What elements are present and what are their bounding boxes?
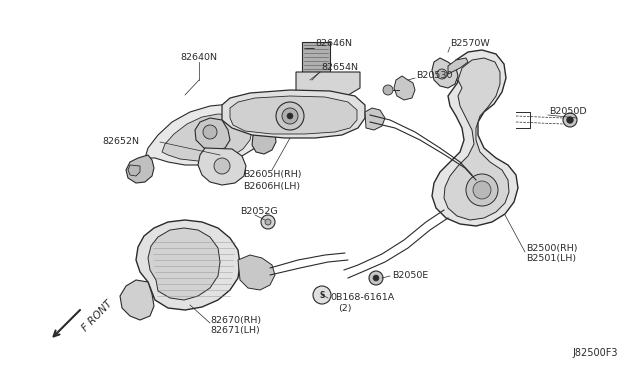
- Text: 82652N: 82652N: [102, 138, 139, 147]
- Text: 82640N: 82640N: [180, 54, 218, 62]
- Text: B2570W: B2570W: [450, 38, 490, 48]
- Polygon shape: [126, 155, 154, 183]
- Circle shape: [265, 219, 271, 225]
- Polygon shape: [148, 228, 220, 300]
- Polygon shape: [120, 280, 154, 320]
- Text: B2501(LH): B2501(LH): [526, 254, 576, 263]
- Polygon shape: [432, 58, 458, 88]
- Circle shape: [466, 174, 498, 206]
- Polygon shape: [394, 76, 415, 100]
- Text: B2605H(RH): B2605H(RH): [243, 170, 301, 180]
- Polygon shape: [444, 58, 509, 220]
- Circle shape: [214, 158, 230, 174]
- Circle shape: [473, 181, 491, 199]
- Text: B2050D: B2050D: [549, 108, 587, 116]
- Circle shape: [373, 275, 379, 281]
- Polygon shape: [365, 108, 385, 130]
- Text: S: S: [319, 291, 324, 299]
- Polygon shape: [195, 118, 230, 151]
- Circle shape: [567, 117, 573, 123]
- Polygon shape: [432, 50, 518, 226]
- Polygon shape: [448, 58, 468, 74]
- Text: B2052G: B2052G: [240, 208, 278, 217]
- Circle shape: [369, 271, 383, 285]
- Polygon shape: [222, 90, 365, 138]
- Circle shape: [383, 85, 393, 95]
- Circle shape: [276, 102, 304, 130]
- Circle shape: [287, 113, 293, 119]
- Polygon shape: [162, 114, 252, 161]
- Text: 0B168-6161A: 0B168-6161A: [330, 292, 394, 301]
- Polygon shape: [252, 128, 276, 154]
- Polygon shape: [230, 96, 357, 134]
- Text: 82670(RH): 82670(RH): [210, 315, 261, 324]
- Polygon shape: [238, 255, 275, 290]
- Text: B2606H(LH): B2606H(LH): [243, 182, 301, 190]
- Polygon shape: [128, 165, 140, 176]
- Polygon shape: [296, 72, 360, 100]
- Text: B20530: B20530: [416, 71, 452, 80]
- Circle shape: [203, 125, 217, 139]
- Circle shape: [313, 286, 331, 304]
- Text: F RONT: F RONT: [80, 299, 114, 333]
- Text: 82671(LH): 82671(LH): [210, 327, 260, 336]
- Text: B2050E: B2050E: [392, 270, 428, 279]
- Text: J82500F3: J82500F3: [573, 348, 618, 358]
- Circle shape: [437, 69, 447, 79]
- Text: 82654N: 82654N: [321, 64, 358, 73]
- Circle shape: [261, 215, 275, 229]
- Polygon shape: [136, 220, 240, 310]
- Text: (2): (2): [338, 304, 351, 312]
- Polygon shape: [302, 42, 330, 72]
- Polygon shape: [198, 148, 246, 185]
- Text: 82646N: 82646N: [315, 38, 352, 48]
- Polygon shape: [145, 104, 265, 165]
- Circle shape: [282, 108, 298, 124]
- Text: B2500(RH): B2500(RH): [526, 244, 577, 253]
- Circle shape: [563, 113, 577, 127]
